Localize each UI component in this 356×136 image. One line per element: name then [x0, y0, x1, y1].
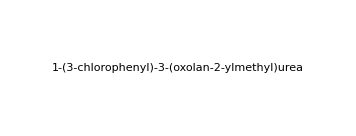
Text: 1-(3-chlorophenyl)-3-(oxolan-2-ylmethyl)urea: 1-(3-chlorophenyl)-3-(oxolan-2-ylmethyl)… — [52, 63, 304, 73]
